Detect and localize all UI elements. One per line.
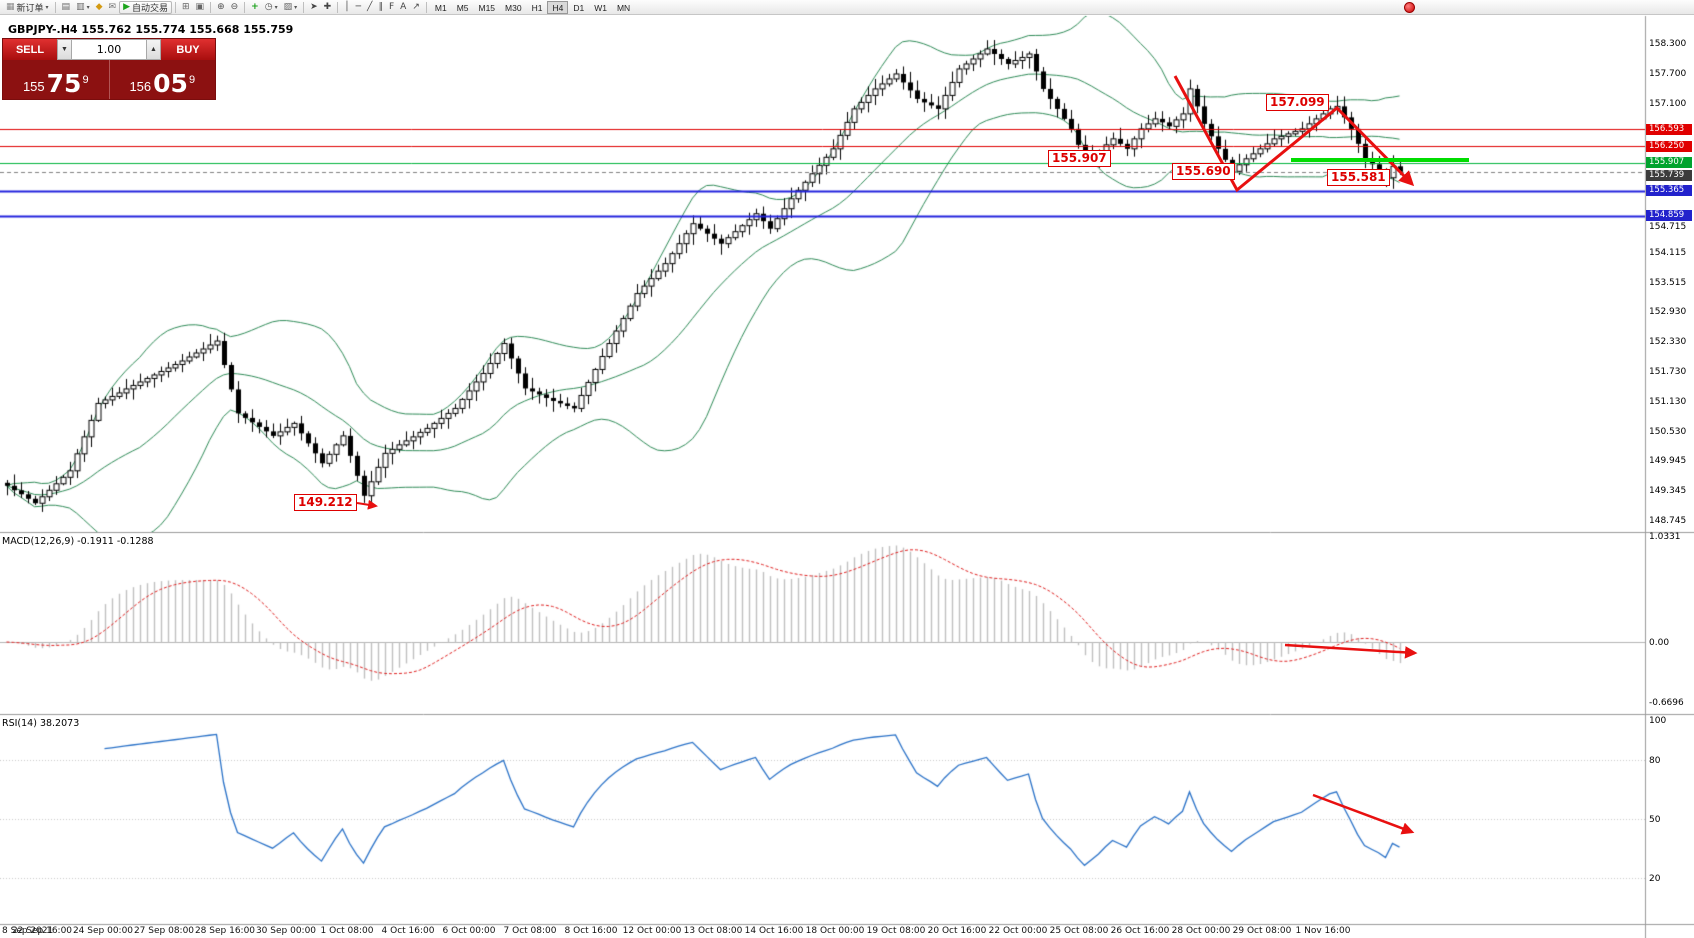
autotrade-button[interactable]: ▶ 自动交易 xyxy=(119,0,172,14)
sell-price-prefix: 155 xyxy=(22,78,45,94)
timeframe-d1-button[interactable]: D1 xyxy=(573,2,585,13)
chevron-down-icon: ▾ xyxy=(86,4,90,11)
vertical-line-icon: │ xyxy=(344,1,350,12)
vertical-line-icon[interactable]: │ xyxy=(341,1,352,14)
price-note-label[interactable]: 157.099 xyxy=(1266,94,1329,111)
buy-button[interactable]: BUY xyxy=(161,39,215,60)
sell-price[interactable]: 155 75 9 xyxy=(3,60,109,99)
market-watch-icon[interactable]: ◆ xyxy=(93,1,106,14)
autotrade-icon: ▶ xyxy=(123,1,130,12)
timeframe-h1-button[interactable]: H1 xyxy=(531,2,543,13)
text-label-icon: A xyxy=(400,1,407,12)
timeframe-m30-button[interactable]: M30 xyxy=(505,2,522,13)
buy-price-big: 05 xyxy=(153,69,188,98)
arrows-tool-icon[interactable]: ↗ xyxy=(409,1,423,14)
cascade-windows-icon[interactable]: ▣ xyxy=(193,1,208,14)
tile-windows-icon[interactable]: ⊞ xyxy=(179,1,193,14)
buy-price[interactable]: 156 05 9 xyxy=(110,60,216,99)
profiles-icon[interactable]: ▥ ▾ xyxy=(73,1,93,14)
tile-windows-icon: ⊞ xyxy=(182,1,190,12)
timeframe-m15-button[interactable]: M15 xyxy=(478,2,496,13)
price-divider xyxy=(108,60,110,99)
buy-price-sup: 9 xyxy=(188,74,196,86)
indicators-icon: + xyxy=(251,1,259,12)
price-note-label[interactable]: 149.212 xyxy=(294,494,357,511)
timeframe-mn-button[interactable]: MN xyxy=(616,2,631,13)
periods-icon[interactable]: ◷ ▾ xyxy=(262,1,281,14)
chevron-down-icon: ▾ xyxy=(294,4,298,11)
cascade-windows-icon: ▣ xyxy=(195,1,205,12)
zoom-out-icon: ⊖ xyxy=(230,1,239,12)
timeframe-h4-button[interactable]: H4 xyxy=(547,0,569,14)
price-note-label[interactable]: 155.581 xyxy=(1327,169,1390,186)
timeframe-m5-button[interactable]: M5 xyxy=(456,2,469,13)
templates-icon[interactable]: ▨ ▾ xyxy=(281,1,301,14)
cursor-icon[interactable]: ➤ xyxy=(307,1,321,14)
buy-price-prefix: 156 xyxy=(129,78,152,94)
sell-button[interactable]: SELL xyxy=(3,39,57,60)
toolbar-separator xyxy=(175,1,176,13)
crosshair-icon[interactable]: ✚ xyxy=(321,1,335,14)
charts-icon[interactable]: ▤ xyxy=(59,1,74,14)
templates-icon: ▨ xyxy=(283,1,293,12)
market-watch-icon: ◆ xyxy=(95,1,103,12)
indicators-icon[interactable]: + xyxy=(248,1,262,14)
equidistant-channel-icon: ∥ xyxy=(378,1,383,12)
sell-price-sup: 9 xyxy=(82,74,89,86)
new-order-icon: ▦ xyxy=(6,1,15,12)
timeframe-m1-button[interactable]: M1 xyxy=(434,2,447,13)
profiles-icon: ▥ xyxy=(76,1,85,12)
price-note-label[interactable]: 155.690 xyxy=(1172,163,1235,180)
charts-icon: ▤ xyxy=(61,1,71,12)
alerts-icon: ✉ xyxy=(108,1,117,12)
zoom-in-icon[interactable]: ⊕ xyxy=(214,1,228,14)
connection-status-icon[interactable] xyxy=(1404,2,1415,13)
volume-step-up[interactable]: ▲ xyxy=(146,39,161,60)
toolbar-separator xyxy=(244,1,246,13)
one-click-trade-widget: SELL ▼ ▲ BUY 155 75 9 156 05 9 xyxy=(2,38,216,100)
toolbar-separator xyxy=(337,1,339,13)
new-order-button[interactable]: ▦ 新订单 ▾ xyxy=(3,1,52,14)
equidistant-channel-icon[interactable]: ∥ xyxy=(375,1,386,14)
zoom-out-icon[interactable]: ⊖ xyxy=(228,1,242,14)
horizontal-line-icon: ─ xyxy=(355,1,362,12)
cursor-icon: ➤ xyxy=(310,1,318,12)
arrows-tool-icon: ↗ xyxy=(412,1,420,12)
horizontal-line-icon[interactable]: ─ xyxy=(353,1,364,14)
crosshair-icon: ✚ xyxy=(323,1,332,12)
periods-icon: ◷ xyxy=(264,1,273,12)
price-note-label[interactable]: 155.907 xyxy=(1048,150,1111,167)
trendline-icon[interactable]: ╱ xyxy=(364,1,375,14)
toolbar: ▦ 新订单 ▾ ▤ ▥ ▾ ◆ ✉ ▶ 自动交易 ⊞ ▣ ⊕ ⊖ + ◷ ▾ ▨ ▾ ➤ ✚ │ ─ ╱ ∥ F A ↗ M1 M5 M15… xyxy=(0,0,1694,15)
toolbar-separator xyxy=(210,1,212,13)
chevron-down-icon: ▾ xyxy=(45,4,49,11)
volume-step-down[interactable]: ▼ xyxy=(57,39,72,60)
volume-input[interactable] xyxy=(72,39,146,60)
zoom-in-icon: ⊕ xyxy=(217,1,225,12)
new-order-label: 新订单 xyxy=(16,2,44,13)
autotrade-label: 自动交易 xyxy=(131,2,168,13)
toolbar-separator xyxy=(425,1,427,13)
fibonacci-icon: F xyxy=(388,1,395,12)
toolbar-separator xyxy=(54,1,56,13)
text-label-icon[interactable]: A xyxy=(397,1,409,14)
sell-price-big: 75 xyxy=(46,69,82,98)
trendline-icon: ╱ xyxy=(367,1,373,12)
toolbar-separator xyxy=(303,1,305,13)
alerts-icon[interactable]: ✉ xyxy=(106,1,120,14)
ohlc-readout: GBPJPY-.H4 155.762 155.774 155.668 155.7… xyxy=(8,23,294,36)
fibonacci-icon[interactable]: F xyxy=(386,1,397,14)
chevron-down-icon: ▾ xyxy=(274,4,278,11)
timeframe-w1-button[interactable]: W1 xyxy=(594,2,607,13)
